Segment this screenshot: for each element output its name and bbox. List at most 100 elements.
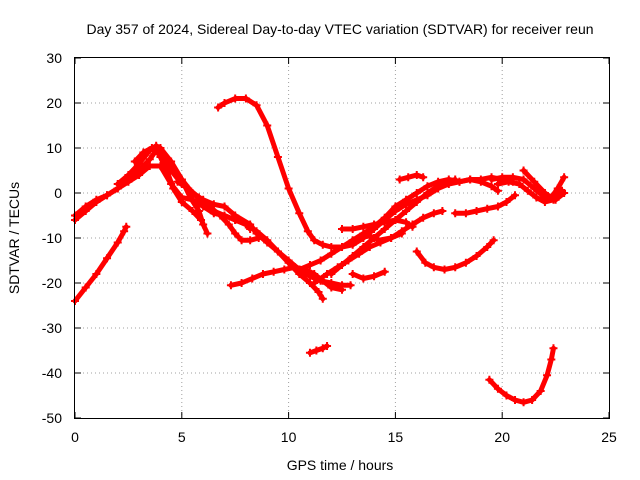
data-point (231, 94, 240, 103)
data-point (231, 216, 240, 224)
data-point (216, 211, 225, 220)
data-point (412, 189, 421, 197)
data-point (493, 186, 502, 195)
data-point (498, 173, 507, 182)
y-tick-label: -20 (42, 275, 62, 291)
data-point (348, 225, 357, 233)
data-point (519, 175, 528, 184)
data-point (316, 256, 325, 265)
data-point (254, 234, 263, 242)
data-point (487, 182, 496, 191)
series-trace (350, 269, 388, 281)
y-tick-label: 30 (46, 50, 62, 66)
series-trace (307, 343, 330, 356)
data-point (511, 396, 520, 404)
data-point (540, 189, 549, 197)
data-point (291, 263, 300, 272)
data-point (305, 348, 314, 357)
data-point (177, 193, 186, 202)
data-point (402, 195, 411, 204)
data-point (412, 171, 421, 179)
data-point (365, 231, 374, 240)
data-point (502, 391, 511, 400)
data-point (404, 173, 413, 182)
data-point (395, 175, 404, 184)
data-point (92, 270, 101, 278)
data-point (530, 177, 539, 186)
series-arc-18 (451, 191, 520, 218)
data-point (231, 229, 240, 238)
data-point (451, 175, 460, 184)
y-tick-label: 10 (46, 140, 62, 156)
data-point (466, 175, 475, 184)
data-point (359, 274, 368, 283)
data-point (543, 371, 552, 380)
data-point (408, 222, 417, 231)
data-point (489, 236, 498, 245)
data-point (248, 274, 257, 283)
data-point (156, 148, 165, 157)
data-point (145, 155, 154, 164)
data-point (327, 249, 336, 258)
data-point (423, 189, 432, 197)
data-point (487, 175, 496, 184)
data-point (310, 236, 319, 245)
data-point (199, 220, 208, 229)
data-point (124, 171, 133, 179)
data-point (205, 202, 214, 211)
data-point (280, 265, 289, 274)
series-trace (397, 172, 426, 182)
data-point (508, 173, 517, 182)
data-point (558, 186, 567, 195)
data-point (493, 180, 502, 188)
data-point (252, 227, 261, 236)
data-point (547, 193, 556, 202)
x-tick-label: 20 (494, 429, 510, 445)
data-point (493, 384, 502, 393)
data-point (184, 184, 193, 193)
data-point (380, 218, 389, 227)
y-tick-label: -30 (42, 320, 62, 336)
series-arc-6 (173, 177, 263, 245)
data-point (397, 229, 406, 238)
data-point (530, 184, 539, 193)
data-point (429, 263, 438, 272)
data-point (515, 180, 524, 188)
x-tick-label: 25 (601, 429, 617, 445)
data-point (483, 204, 492, 213)
data-point (284, 258, 293, 267)
y-tick-label: -10 (42, 230, 62, 246)
data-point (92, 198, 101, 206)
data-point (370, 272, 379, 281)
data-point (135, 159, 144, 168)
data-point (147, 144, 156, 152)
x-tick-label: 15 (388, 429, 404, 445)
series-arc-9 (226, 263, 346, 294)
data-point (318, 240, 327, 249)
data-point (461, 209, 470, 218)
data-point (483, 243, 492, 251)
data-point (167, 162, 176, 170)
data-point (519, 166, 528, 175)
data-point (295, 209, 304, 218)
data-point (528, 396, 537, 404)
data-point (547, 355, 556, 364)
data-point (312, 346, 321, 355)
data-point (252, 101, 261, 110)
data-point (434, 182, 443, 191)
data-point (194, 193, 203, 202)
y-axis-label: SDTVAR / TECUs (6, 182, 22, 294)
data-point (203, 229, 212, 238)
data-point (402, 218, 411, 227)
x-tick-label: 10 (281, 429, 297, 445)
data-point (553, 184, 562, 193)
data-point (263, 121, 272, 130)
data-point (523, 186, 532, 195)
data-point (241, 94, 250, 103)
data-point (346, 281, 355, 290)
series-arc-21 (519, 166, 569, 202)
data-point (455, 177, 464, 186)
data-point (139, 148, 148, 157)
data-point (81, 283, 90, 292)
